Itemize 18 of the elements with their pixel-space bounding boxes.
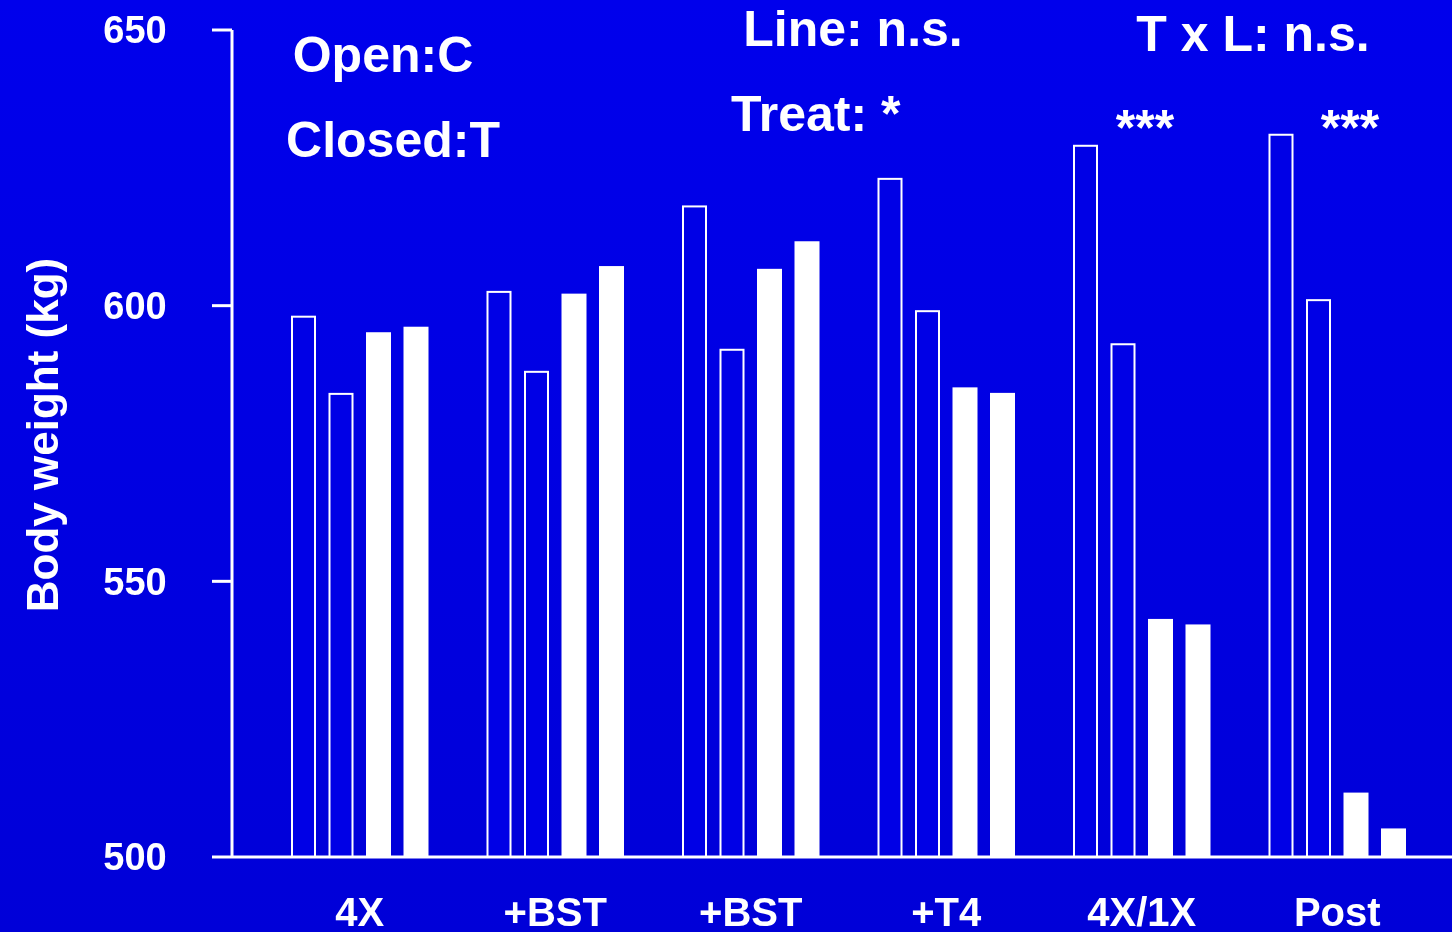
y-tick-label: 600 [103, 284, 167, 327]
y-axis-title: Body weight (kg) [18, 257, 67, 613]
x-tick-label: Post [1293, 890, 1381, 932]
annotation: Treat: * [731, 86, 902, 142]
x-tick-label: 4X/1X [1087, 890, 1197, 932]
annotation: *** [1115, 100, 1175, 156]
x-tick-label: +BST [503, 890, 607, 932]
y-tick-label: 550 [103, 560, 167, 603]
annotation: *** [1320, 100, 1380, 156]
x-tick-label: +T4 [911, 890, 983, 932]
annotation: Closed:T [286, 112, 500, 168]
annotation: T x L: n.s. [1136, 6, 1370, 62]
x-tick-label: +BST [699, 890, 803, 932]
y-tick-label: 650 [103, 9, 167, 52]
annotation: Line: n.s. [743, 1, 963, 57]
y-tick-label: 500 [103, 836, 167, 879]
annotation: Open:C [292, 27, 474, 83]
x-tick-label: 4X [335, 890, 385, 932]
